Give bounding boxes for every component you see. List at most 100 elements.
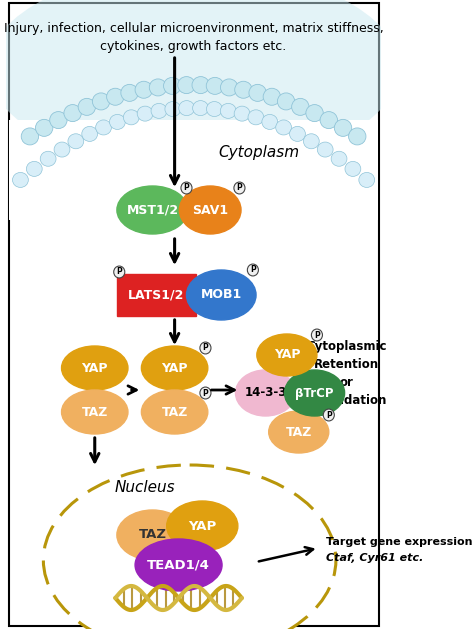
Ellipse shape [257, 334, 317, 376]
Ellipse shape [236, 370, 296, 416]
Text: Cytoplasm: Cytoplasm [219, 145, 300, 160]
Text: P: P [314, 330, 320, 340]
Ellipse shape [0, 0, 399, 168]
Text: Cytoplasmic
Retention
or
Degradation: Cytoplasmic Retention or Degradation [305, 340, 387, 407]
Ellipse shape [114, 266, 125, 278]
Ellipse shape [345, 162, 361, 176]
Text: P: P [117, 267, 122, 277]
Ellipse shape [192, 77, 210, 94]
Ellipse shape [306, 104, 323, 121]
Ellipse shape [247, 264, 258, 276]
Ellipse shape [359, 172, 374, 187]
Ellipse shape [317, 142, 333, 157]
Ellipse shape [303, 134, 319, 149]
Ellipse shape [234, 106, 250, 121]
Ellipse shape [290, 126, 305, 142]
Ellipse shape [262, 114, 278, 130]
Ellipse shape [200, 342, 211, 354]
Text: Nucleus: Nucleus [114, 481, 175, 496]
Ellipse shape [179, 101, 194, 116]
Text: TAZ: TAZ [82, 406, 108, 418]
Ellipse shape [151, 103, 167, 118]
Ellipse shape [123, 110, 139, 125]
Ellipse shape [135, 539, 222, 591]
Ellipse shape [96, 120, 111, 135]
Text: TAZ: TAZ [162, 406, 188, 418]
Text: P: P [250, 265, 256, 274]
Text: TEAD1/4: TEAD1/4 [147, 559, 210, 572]
Ellipse shape [186, 270, 256, 320]
Text: 14-3-3: 14-3-3 [245, 386, 287, 399]
Ellipse shape [149, 79, 167, 96]
Ellipse shape [137, 106, 153, 121]
Ellipse shape [276, 120, 292, 135]
Ellipse shape [107, 88, 124, 105]
Text: P: P [183, 184, 189, 192]
Text: LATS1/2: LATS1/2 [128, 289, 184, 301]
Bar [117, 274, 196, 316]
Ellipse shape [50, 111, 67, 128]
Ellipse shape [200, 387, 211, 399]
Ellipse shape [40, 151, 56, 166]
Ellipse shape [54, 142, 70, 157]
Ellipse shape [82, 126, 98, 142]
Ellipse shape [165, 101, 181, 116]
Ellipse shape [68, 134, 84, 149]
Text: P: P [326, 411, 332, 420]
Text: YAP: YAP [82, 362, 108, 374]
Text: P: P [202, 389, 208, 398]
Ellipse shape [292, 98, 309, 115]
Ellipse shape [92, 93, 110, 110]
Ellipse shape [43, 465, 336, 629]
Ellipse shape [62, 390, 128, 434]
Ellipse shape [135, 81, 153, 98]
Text: Ctaf, Cyr61 etc.: Ctaf, Cyr61 etc. [327, 553, 424, 563]
Ellipse shape [323, 409, 334, 421]
Text: MST1/2: MST1/2 [127, 204, 179, 216]
Ellipse shape [220, 79, 238, 96]
Text: Target gene expression: Target gene expression [327, 537, 473, 547]
Ellipse shape [62, 346, 128, 390]
Ellipse shape [234, 182, 245, 194]
Ellipse shape [121, 84, 138, 101]
Ellipse shape [141, 390, 208, 434]
Ellipse shape [181, 182, 192, 194]
Ellipse shape [117, 510, 188, 560]
Text: YAP: YAP [273, 348, 300, 362]
Ellipse shape [167, 501, 238, 551]
Text: P: P [202, 343, 208, 352]
Ellipse shape [27, 162, 42, 176]
Ellipse shape [331, 151, 347, 166]
Ellipse shape [179, 186, 241, 234]
Ellipse shape [277, 93, 295, 110]
Ellipse shape [207, 101, 222, 116]
Ellipse shape [263, 88, 281, 105]
Ellipse shape [284, 370, 345, 416]
Ellipse shape [249, 84, 266, 101]
Ellipse shape [36, 120, 53, 136]
Ellipse shape [178, 77, 195, 94]
Text: MOB1: MOB1 [201, 289, 242, 301]
Ellipse shape [311, 329, 322, 341]
Text: YAP: YAP [161, 362, 188, 374]
Ellipse shape [206, 77, 224, 94]
Ellipse shape [235, 81, 252, 98]
Text: YAP: YAP [188, 520, 217, 533]
Text: βTrCP: βTrCP [295, 386, 334, 399]
Ellipse shape [248, 110, 264, 125]
Text: Injury, infection, cellular microenvironment, matrix stiffness,
cytokines, growt: Injury, infection, cellular microenviron… [4, 22, 383, 53]
Text: TAZ: TAZ [285, 425, 312, 438]
Text: TAZ: TAZ [138, 528, 166, 542]
Ellipse shape [334, 120, 352, 136]
Ellipse shape [64, 104, 82, 121]
Ellipse shape [192, 101, 209, 116]
Text: SAV1: SAV1 [192, 204, 228, 216]
Ellipse shape [320, 111, 337, 128]
Ellipse shape [21, 128, 38, 145]
Ellipse shape [117, 186, 188, 234]
Text: P: P [237, 184, 242, 192]
Ellipse shape [269, 411, 329, 453]
Ellipse shape [141, 346, 208, 390]
Ellipse shape [12, 172, 28, 187]
Ellipse shape [164, 77, 181, 94]
